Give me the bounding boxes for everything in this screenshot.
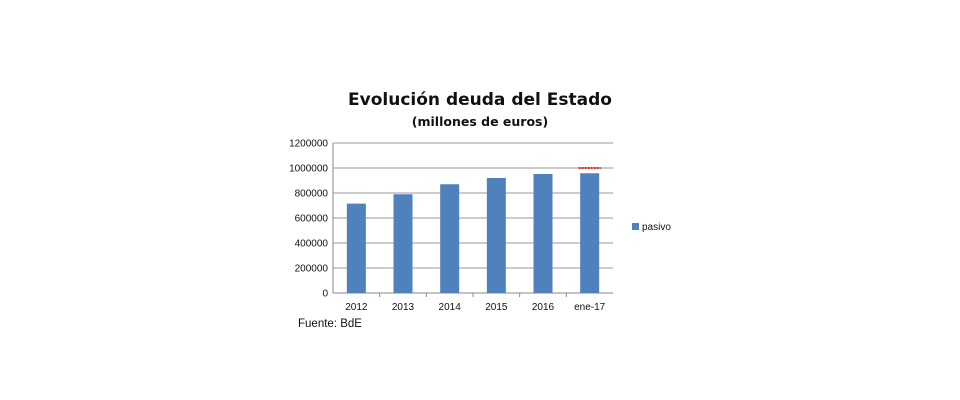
y-tick-label: 200000 [295,264,329,275]
x-tick-label: 2012 [345,302,368,313]
x-tick-label: 2016 [532,302,555,313]
chart-title: Evolución deuda del Estado [348,90,612,110]
bar-2015 [486,178,506,293]
x-tick-label: 2014 [439,302,462,313]
bar-2012 [346,203,366,293]
x-tick-label: ene-17 [574,302,606,313]
y-tick-label: 600000 [295,214,329,225]
x-tick-label: 2015 [485,302,508,313]
y-tick-label: 0 [322,289,328,300]
bar-ene-17 [580,173,600,293]
y-tick-label: 400000 [295,239,329,250]
bar-2016 [533,174,553,293]
y-tick-label: 800000 [295,189,329,200]
y-tick-label: 1000000 [289,164,328,175]
chart-subtitle: (millones de euros) [411,114,549,129]
bar-2013 [393,194,413,293]
source-note: Fuente: BdE [298,318,362,330]
x-tick-label: 2013 [392,302,415,313]
legend-label: pasivo [642,222,671,233]
y-tick-label: 1200000 [289,139,328,150]
bar-2014 [440,184,460,293]
legend-swatch [632,223,639,230]
